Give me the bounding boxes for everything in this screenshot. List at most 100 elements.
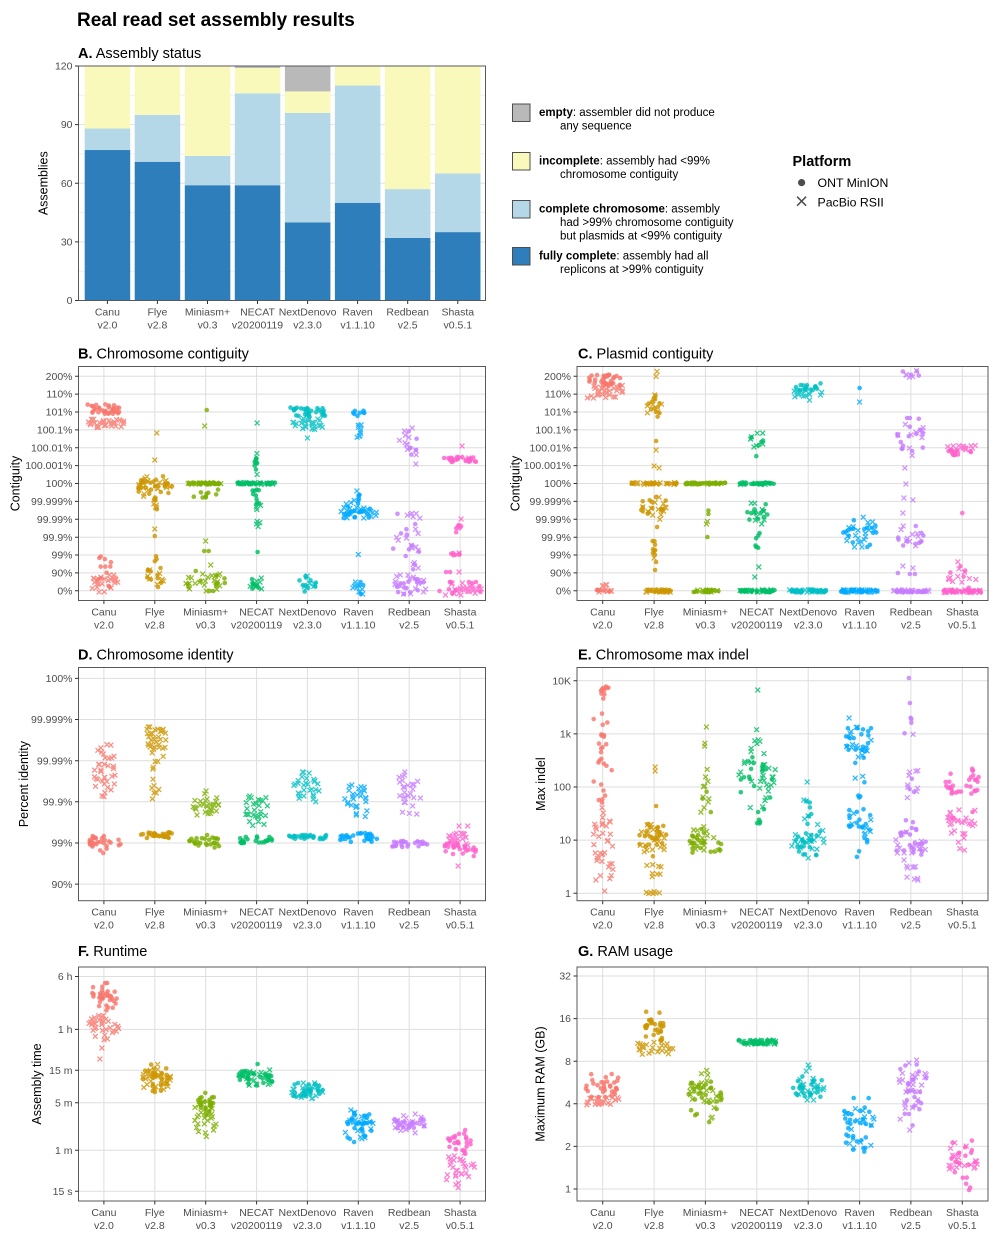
svg-text:Raven: Raven (844, 907, 875, 919)
svg-text:v2.3.0: v2.3.0 (293, 319, 322, 331)
svg-text:Miniasm+: Miniasm+ (183, 607, 228, 619)
svg-text:Platform: Platform (793, 154, 852, 170)
svg-text:v2.5: v2.5 (901, 920, 921, 932)
svg-text:v20200119: v20200119 (731, 920, 782, 932)
svg-text:v1.1.10: v1.1.10 (340, 319, 375, 331)
svg-text:NECAT: NECAT (739, 907, 774, 919)
svg-text:99%: 99% (51, 550, 72, 562)
svg-text:Shasta: Shasta (946, 907, 979, 919)
svg-text:Shasta: Shasta (444, 1207, 477, 1219)
svg-text:100.1%: 100.1% (535, 425, 571, 437)
svg-text:100%: 100% (46, 478, 73, 490)
svg-text:Miniasm+: Miniasm+ (183, 1207, 228, 1219)
svg-text:Maximum RAM (GB): Maximum RAM (GB) (534, 1026, 548, 1141)
svg-text:100.001%: 100.001% (25, 460, 72, 472)
svg-text:any sequence: any sequence (560, 121, 632, 133)
svg-text:v2.8: v2.8 (644, 1220, 664, 1232)
svg-text:1: 1 (565, 1184, 571, 1196)
svg-text:101%: 101% (46, 407, 73, 419)
svg-text:Contiguity: Contiguity (9, 455, 23, 511)
svg-text:10K: 10K (552, 675, 571, 687)
svg-text:99.999%: 99.999% (31, 714, 72, 726)
svg-text:Canu: Canu (91, 907, 116, 919)
svg-text:Miniasm+: Miniasm+ (185, 307, 230, 319)
svg-text:Miniasm+: Miniasm+ (683, 1207, 728, 1219)
svg-text:99%: 99% (51, 838, 72, 850)
svg-text:Raven: Raven (343, 1207, 374, 1219)
svg-text:Max indel: Max indel (534, 757, 548, 811)
svg-text:PacBio RSII: PacBio RSII (818, 196, 884, 210)
svg-text:99%: 99% (550, 550, 571, 562)
svg-text:v1.1.10: v1.1.10 (341, 920, 376, 932)
svg-text:60: 60 (61, 178, 73, 190)
svg-text:100: 100 (553, 782, 571, 794)
svg-text:v2.3.0: v2.3.0 (293, 920, 322, 932)
svg-text:90%: 90% (51, 879, 72, 891)
svg-text:v2.5: v2.5 (399, 1220, 419, 1232)
svg-text:Redbean: Redbean (388, 1207, 431, 1219)
svg-text:v2.8: v2.8 (145, 619, 165, 631)
svg-text:incomplete: assembly had <99%: incomplete: assembly had <99% (539, 156, 710, 168)
svg-text:F. Runtime: F. Runtime (78, 944, 147, 960)
svg-text:chromosome contiguity: chromosome contiguity (560, 169, 678, 181)
svg-text:v0.5.1: v0.5.1 (948, 920, 977, 932)
svg-text:v2.0: v2.0 (94, 619, 114, 631)
svg-text:Shasta: Shasta (946, 607, 979, 619)
svg-text:v2.0: v2.0 (94, 920, 114, 932)
svg-text:Canu: Canu (91, 1207, 116, 1219)
svg-text:Redbean: Redbean (388, 907, 431, 919)
svg-text:1 m: 1 m (55, 1145, 73, 1157)
svg-text:0%: 0% (556, 585, 571, 597)
svg-text:Real read set assembly results: Real read set assembly results (77, 10, 355, 31)
svg-text:Flye: Flye (644, 607, 664, 619)
svg-text:Raven: Raven (343, 607, 374, 619)
svg-text:Flye: Flye (145, 907, 165, 919)
svg-text:NextDenovo: NextDenovo (279, 907, 337, 919)
svg-text:A. Assembly status: A. Assembly status (78, 46, 201, 62)
svg-text:6 h: 6 h (58, 971, 73, 983)
svg-text:v0.5.1: v0.5.1 (948, 1220, 977, 1232)
svg-text:v0.3: v0.3 (196, 1220, 216, 1232)
svg-text:v0.3: v0.3 (198, 319, 218, 331)
svg-text:99.999%: 99.999% (530, 496, 571, 508)
svg-text:v20200119: v20200119 (231, 619, 282, 631)
svg-text:Shasta: Shasta (444, 907, 477, 919)
svg-text:Raven: Raven (343, 907, 374, 919)
svg-text:Assembly time: Assembly time (30, 1043, 44, 1124)
svg-text:v2.8: v2.8 (145, 920, 165, 932)
svg-text:v20200119: v20200119 (731, 619, 782, 631)
svg-text:v2.0: v2.0 (593, 619, 613, 631)
svg-text:v20200119: v20200119 (231, 920, 282, 932)
svg-text:100.01%: 100.01% (31, 442, 72, 454)
svg-text:but plasmids at <99% contiguit: but plasmids at <99% contiguity (560, 231, 722, 243)
svg-text:Contiguity: Contiguity (509, 455, 523, 511)
svg-text:16: 16 (559, 1013, 571, 1025)
svg-text:had >99% chromosome contiguity: had >99% chromosome contiguity (560, 217, 734, 229)
svg-text:v1.1.10: v1.1.10 (842, 920, 877, 932)
svg-text:v2.5: v2.5 (398, 319, 418, 331)
svg-text:Shasta: Shasta (441, 307, 474, 319)
svg-text:15 s: 15 s (53, 1186, 73, 1198)
svg-text:v2.8: v2.8 (145, 1220, 165, 1232)
svg-text:Canu: Canu (91, 607, 116, 619)
svg-text:v2.8: v2.8 (644, 920, 664, 932)
svg-text:99.999%: 99.999% (31, 496, 72, 508)
svg-text:NECAT: NECAT (239, 607, 274, 619)
svg-text:D. Chromosome identity: D. Chromosome identity (78, 648, 234, 664)
svg-text:Redbean: Redbean (890, 1207, 933, 1219)
svg-text:NextDenovo: NextDenovo (279, 307, 337, 319)
svg-text:Flye: Flye (147, 307, 167, 319)
svg-text:Flye: Flye (644, 907, 664, 919)
svg-text:120: 120 (55, 61, 73, 73)
svg-text:Assemblies: Assemblies (37, 151, 51, 215)
svg-text:v0.5.1: v0.5.1 (948, 619, 977, 631)
svg-text:v2.8: v2.8 (147, 319, 167, 331)
svg-text:100%: 100% (544, 478, 571, 490)
svg-text:8: 8 (565, 1056, 571, 1068)
svg-text:Flye: Flye (145, 1207, 165, 1219)
svg-text:v2.3.0: v2.3.0 (794, 920, 823, 932)
svg-text:B. Chromosome contiguity: B. Chromosome contiguity (78, 347, 250, 363)
svg-text:Flye: Flye (644, 1207, 664, 1219)
svg-text:Redbean: Redbean (388, 607, 431, 619)
svg-text:99.99%: 99.99% (37, 755, 73, 767)
